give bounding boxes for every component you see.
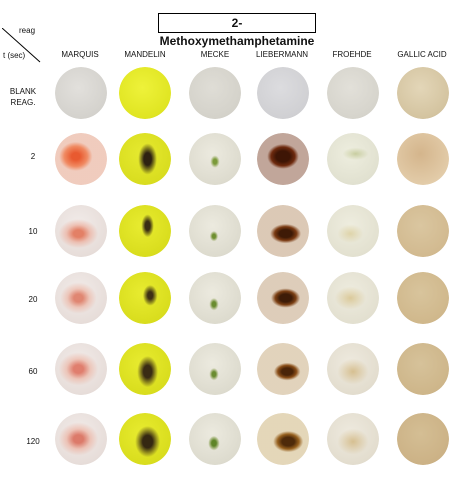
dish-mandelin-120 (119, 413, 171, 465)
dish-liebermann-60 (257, 343, 309, 395)
dish-gallic-acid-10 (397, 205, 449, 257)
corner-time-label: t (sec) (3, 51, 26, 60)
col-header-froehde: FROEHDE (332, 50, 372, 59)
dish-liebermann-20 (257, 272, 309, 324)
row-label-blank-line1: BLANK (9, 87, 37, 96)
col-header-marquis: MARQUIS (61, 50, 99, 59)
dish-mecke-120 (189, 413, 241, 465)
col-header-gallic-acid: GALLIC ACID (397, 50, 447, 59)
dish-liebermann-10 (257, 205, 309, 257)
dish-mecke-10 (189, 205, 241, 257)
dish-gallic-acid-120 (397, 413, 449, 465)
dish-gallic-acid-2 (397, 133, 449, 185)
row-label-2: 2 (30, 152, 36, 161)
dish-marquis-10 (55, 205, 107, 257)
col-header-mecke: MECKE (200, 50, 230, 59)
dish-froehde-60 (327, 343, 379, 395)
dish-marquis-120 (55, 413, 107, 465)
dish-mandelin-blank (119, 67, 171, 119)
dish-mecke-2 (189, 133, 241, 185)
row-label-blank-line2: REAG. (10, 98, 36, 107)
corner-diagonal-line (2, 28, 41, 63)
dish-mandelin-10 (119, 205, 171, 257)
row-label-120: 120 (26, 437, 40, 446)
corner-reag-label: reag (19, 26, 36, 35)
dish-liebermann-120 (257, 413, 309, 465)
dish-froehde-blank (327, 67, 379, 119)
row-label-blank: BLANK REAG. (3, 86, 43, 108)
dish-froehde-2 (327, 133, 379, 185)
dish-gallic-acid-20 (397, 272, 449, 324)
row-label-60: 60 (28, 367, 38, 376)
corner-header: reag t (sec) (2, 26, 60, 68)
dish-mandelin-60 (119, 343, 171, 395)
dish-mecke-60 (189, 343, 241, 395)
col-header-liebermann: LIEBERMANN (255, 50, 308, 59)
row-label-20: 20 (28, 295, 38, 304)
dish-marquis-60 (55, 343, 107, 395)
dish-marquis-2 (55, 133, 107, 185)
dish-mecke-20 (189, 272, 241, 324)
dish-mandelin-2 (119, 133, 171, 185)
dish-marquis-blank (55, 67, 107, 119)
col-header-mandelin: MANDELIN (124, 50, 166, 59)
dish-gallic-acid-60 (397, 343, 449, 395)
dish-mecke-blank (189, 67, 241, 119)
dish-mandelin-20 (119, 272, 171, 324)
dish-liebermann-blank (257, 67, 309, 119)
dish-froehde-10 (327, 205, 379, 257)
dish-froehde-120 (327, 413, 379, 465)
page-title: 2-Methoxymethamphetamine (158, 13, 316, 48)
dish-liebermann-2 (257, 133, 309, 185)
dish-gallic-acid-blank (397, 67, 449, 119)
row-label-10: 10 (28, 227, 38, 236)
dish-froehde-20 (327, 272, 379, 324)
dish-marquis-20 (55, 272, 107, 324)
